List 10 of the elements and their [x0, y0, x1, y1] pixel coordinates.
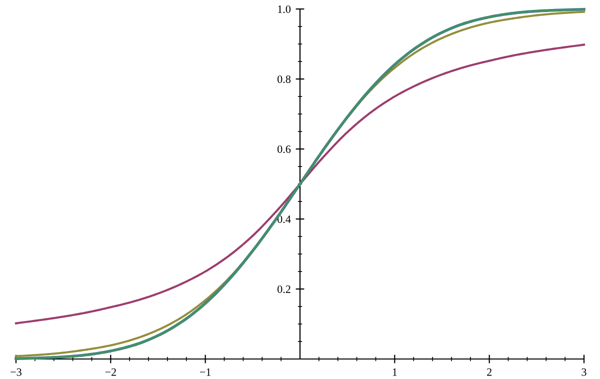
x-tick-label: 3	[582, 368, 586, 376]
x-tick-label: −2	[105, 368, 116, 376]
x-tick-label: 2	[487, 368, 492, 376]
y-tick-label: 0.2	[278, 285, 290, 294]
x-tick-label: −3	[10, 368, 22, 376]
y-tick-label: 1.0	[278, 5, 291, 14]
y-tick-label: 0.6	[278, 145, 291, 154]
y-tick-label: 0.8	[278, 75, 291, 84]
x-tick-label: 1	[392, 368, 397, 376]
x-tick-label: −1	[200, 368, 211, 376]
